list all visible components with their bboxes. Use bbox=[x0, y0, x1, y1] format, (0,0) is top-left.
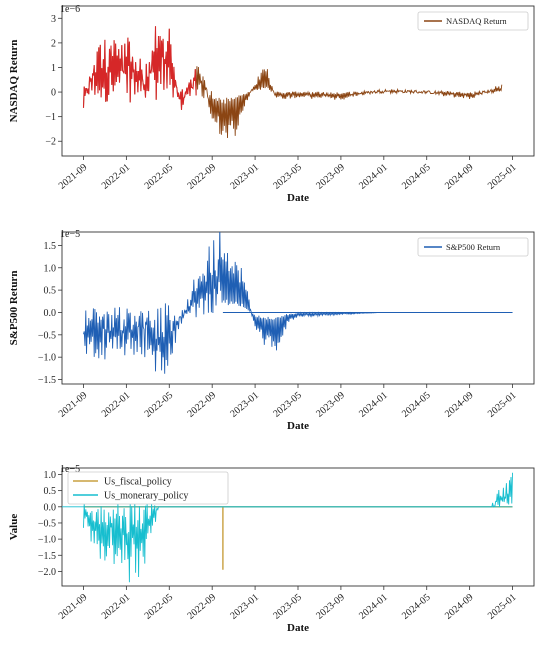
chart2-x-tick-label: 2023-05 bbox=[271, 390, 304, 420]
chart3-x-tick-label: 2024-09 bbox=[443, 592, 476, 622]
chart2-x-tick-label: 2022-05 bbox=[143, 390, 176, 420]
chart1-x-tick-label: 2022-05 bbox=[143, 162, 176, 192]
chart2-exponent-label: 1e−5 bbox=[60, 229, 80, 240]
chart2-y-tick-label: −1.5 bbox=[38, 375, 56, 386]
chart2-x-tick-label: 2022-01 bbox=[100, 390, 133, 420]
chart3-y-tick-label: −2.0 bbox=[38, 567, 56, 578]
chart1-x-tick-label: 2025-01 bbox=[486, 162, 519, 192]
chart1-x-tick-label: 2023-09 bbox=[314, 162, 347, 192]
chart2-legend-label: S&P500 Return bbox=[446, 242, 501, 252]
chart3-x-tick-label: 2024-05 bbox=[400, 592, 433, 622]
chart1-x-tick-label: 2022-09 bbox=[185, 162, 218, 192]
chart1-y-tick-label: −2 bbox=[45, 137, 56, 148]
chart2-x-tick-label: 2025-01 bbox=[486, 390, 519, 420]
chart1-x-tick-label: 2021-09 bbox=[57, 162, 90, 192]
chart2-x-tick-label: 2024-05 bbox=[400, 390, 433, 420]
chart3-y-tick-label: −0.5 bbox=[38, 518, 56, 529]
chart3-y-tick-label: 0.0 bbox=[44, 502, 57, 513]
chart3-x-tick-label: 2022-05 bbox=[143, 592, 176, 622]
chart2-y-tick-label: 0.0 bbox=[44, 308, 57, 319]
chart2-x-axis-label: Date bbox=[287, 420, 309, 432]
chart1-y-tick-label: 0 bbox=[51, 88, 56, 99]
chart2-y-tick-label: −1.0 bbox=[38, 353, 56, 364]
chart1-y-tick-label: 1 bbox=[51, 63, 56, 74]
chart1-y-axis-label: NASDAQ Return bbox=[8, 40, 20, 123]
chart2-x-tick-label: 2022-09 bbox=[185, 390, 218, 420]
chart3-x-axis-label: Date bbox=[287, 622, 309, 634]
chart3-y-tick-label: −1.0 bbox=[38, 535, 56, 546]
chart1-x-axis-label: Date bbox=[287, 192, 309, 204]
chart3-y-tick-label: 1.0 bbox=[44, 470, 57, 481]
chart1-x-tick-label: 2024-09 bbox=[443, 162, 476, 192]
chart2-y-tick-label: −0.5 bbox=[38, 330, 56, 341]
chart2-y-axis-label: S&P500 Return bbox=[8, 271, 20, 346]
chart2-x-tick-label: 2023-01 bbox=[228, 390, 261, 420]
chart3-y-tick-label: −1.5 bbox=[38, 551, 56, 562]
chart3-x-tick-label: 2023-01 bbox=[228, 592, 261, 622]
chart3-x-tick-label: 2021-09 bbox=[57, 592, 90, 622]
chart1-group: 1e−6 3 2 1 0 −1 −2 2021-09 2022-01 2022-05 2022-09… bbox=[8, 4, 534, 204]
chart3-x-tick-label: 2024-01 bbox=[357, 592, 390, 622]
chart2-x-tick-label: 2021-09 bbox=[57, 390, 90, 420]
chart1-x-tick-label: 2024-01 bbox=[357, 162, 390, 192]
chart3-x-tick-label: 2022-01 bbox=[100, 592, 133, 622]
chart2-y-tick-label: 0.5 bbox=[44, 286, 57, 297]
chart3-legend-label: Us_monerary_policy bbox=[104, 491, 188, 502]
chart3-legend: Us_fiscal_policy Us_monerary_policy bbox=[68, 472, 228, 504]
chart2-x-tick-label: 2024-09 bbox=[443, 390, 476, 420]
chart1-x-tick-label: 2023-05 bbox=[271, 162, 304, 192]
chart3-y-axis-label: Value bbox=[8, 514, 20, 541]
chart2-x-tick-label: 2023-09 bbox=[314, 390, 347, 420]
chart3-x-tick-label: 2023-05 bbox=[271, 592, 304, 622]
chart3-x-tick-label: 2023-09 bbox=[314, 592, 347, 622]
chart1-y-tick-label: 2 bbox=[51, 38, 56, 49]
chart1-y-tick-label: 3 bbox=[51, 14, 56, 25]
chart2-legend: S&P500 Return bbox=[418, 238, 528, 256]
chart1-x-tick-label: 2023-01 bbox=[228, 162, 261, 192]
chart2-x-tick-label: 2024-01 bbox=[357, 390, 390, 420]
chart3-x-tick-label: 2025-01 bbox=[486, 592, 519, 622]
chart1-exponent-label: 1e−6 bbox=[60, 4, 80, 15]
chart1-legend: NASDAQ Return bbox=[418, 12, 528, 30]
chart2-y-tick-label: 1.5 bbox=[44, 241, 57, 252]
chart1-y-tick-label: −1 bbox=[45, 112, 56, 123]
chart1-legend-label: NASDAQ Return bbox=[446, 16, 507, 26]
chart3-x-tick-label: 2022-09 bbox=[185, 592, 218, 622]
chart2-y-tick-label: 1.0 bbox=[44, 263, 57, 274]
chart1-x-tick-label: 2022-01 bbox=[100, 162, 133, 192]
chart3-y-tick-label: 0.5 bbox=[44, 486, 57, 497]
chart1-x-tick-label: 2024-05 bbox=[400, 162, 433, 192]
chart3-legend-label: Us_fiscal_policy bbox=[104, 477, 172, 488]
